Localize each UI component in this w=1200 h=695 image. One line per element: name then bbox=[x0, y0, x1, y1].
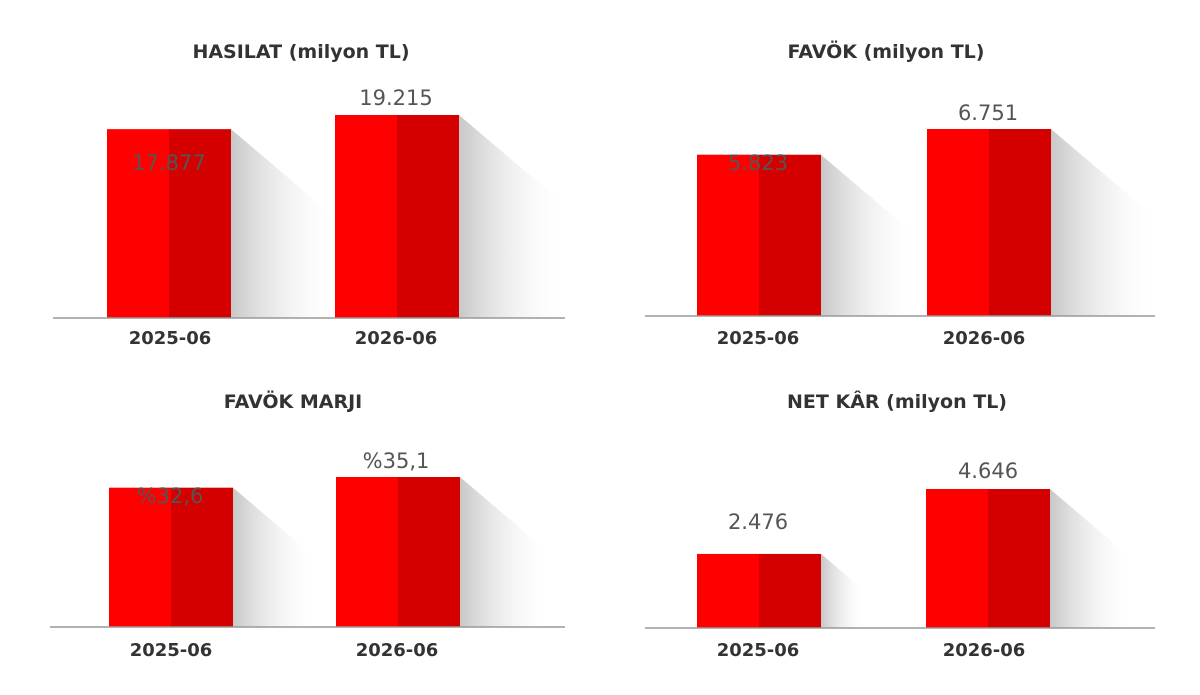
x-tick-label-revenue-2026: 2026-06 bbox=[355, 328, 438, 349]
bar-shadow-net-profit-2025-06 bbox=[821, 553, 867, 628]
chart-title-ebitda-margin: FAVÖK MARJI bbox=[224, 389, 362, 413]
chart-marks-revenue bbox=[107, 115, 569, 318]
value-label-ebitda-2025: 5.823 bbox=[728, 151, 788, 175]
bar-shadow-revenue-2026-06 bbox=[459, 115, 569, 318]
x-tick-label-ebitda-2025: 2025-06 bbox=[717, 328, 800, 349]
bar-shadow-ebitda-2026-06 bbox=[1051, 129, 1161, 316]
value-label-revenue-2026: 19.215 bbox=[359, 86, 432, 110]
bar-shadow-revenue-2025-06 bbox=[231, 129, 341, 318]
chart-title-ebitda: FAVÖK (milyon TL) bbox=[788, 39, 985, 63]
bar-revenue-2026-06-front bbox=[335, 115, 397, 318]
chart-panel-ebitda: FAVÖK (milyon TL) 5.823 6.751 2025-06 20… bbox=[645, 39, 1161, 349]
chart-marks-ebitda bbox=[697, 129, 1161, 316]
bar-net-profit-2026-06-front bbox=[926, 489, 988, 628]
x-tick-label-revenue-2025: 2025-06 bbox=[129, 328, 212, 349]
value-label-net-profit-2025: 2.476 bbox=[728, 510, 788, 534]
x-tick-label-ebitda-2026: 2026-06 bbox=[943, 328, 1026, 349]
x-tick-label-ebitda-margin-2025: 2025-06 bbox=[130, 640, 213, 661]
x-tick-label-net-profit-2025: 2025-06 bbox=[717, 640, 800, 661]
bar-shadow-net-profit-2026-06 bbox=[1050, 489, 1137, 628]
bar-ebitda-2025-06-front bbox=[697, 154, 759, 316]
bar-revenue-2025-06-side bbox=[169, 129, 231, 318]
chart-panel-ebitda-margin: FAVÖK MARJI %32,6 %35,1 2025-06 2026-06 bbox=[50, 389, 565, 661]
bar-ebitda-2026-06-front bbox=[927, 129, 989, 316]
bar-shadow-ebitda-margin-2026-06 bbox=[460, 477, 553, 627]
chart-marks-net-profit bbox=[697, 489, 1137, 628]
bar-net-profit-2025-06-front bbox=[697, 553, 759, 628]
bar-ebitda-2025-06-side bbox=[759, 154, 821, 316]
bar-ebitda-margin-2026-06-front bbox=[336, 477, 398, 627]
chart-title-revenue: HASILAT (milyon TL) bbox=[192, 41, 409, 63]
bar-ebitda-margin-2026-06-side bbox=[398, 477, 460, 627]
bar-ebitda-margin-2025-06-front bbox=[109, 487, 171, 627]
chart-title-net-profit: NET KÂR (milyon TL) bbox=[787, 390, 1007, 413]
x-tick-label-ebitda-margin-2026: 2026-06 bbox=[356, 640, 439, 661]
x-tick-label-net-profit-2026: 2026-06 bbox=[943, 640, 1026, 661]
bar-shadow-ebitda-margin-2025-06 bbox=[233, 487, 320, 627]
bar-ebitda-2026-06-side bbox=[989, 129, 1051, 316]
value-label-ebitda-2026: 6.751 bbox=[958, 101, 1018, 125]
value-label-net-profit-2026: 4.646 bbox=[958, 459, 1018, 483]
chart-marks-ebitda-margin bbox=[109, 477, 553, 627]
bar-shadow-ebitda-2025-06 bbox=[821, 154, 922, 316]
value-label-revenue-2025: 17.877 bbox=[132, 151, 205, 175]
value-label-ebitda-margin-2026: %35,1 bbox=[363, 449, 430, 473]
value-label-ebitda-margin-2025: %32,6 bbox=[137, 484, 204, 508]
bar-net-profit-2025-06-side bbox=[759, 553, 821, 628]
bar-ebitda-margin-2025-06-side bbox=[171, 487, 233, 627]
bar-revenue-2026-06-side bbox=[397, 115, 459, 318]
bar-net-profit-2026-06-side bbox=[988, 489, 1050, 628]
chart-panel-revenue: HASILAT (milyon TL) 17.877 19.215 2025-0… bbox=[53, 41, 569, 349]
chart-panel-net-profit: NET KÂR (milyon TL) 2.476 4.646 2025-06 … bbox=[645, 390, 1155, 661]
bar-revenue-2025-06-front bbox=[107, 129, 169, 318]
